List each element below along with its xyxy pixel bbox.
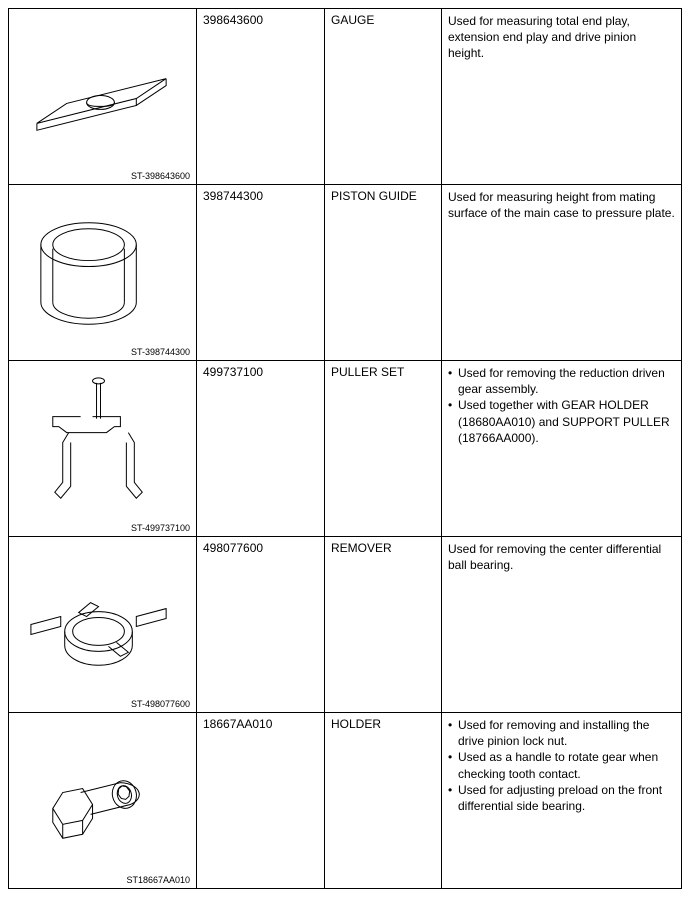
table-row: ST18667AA010 18667AA010HOLDERUsed for rem…: [9, 713, 682, 889]
part-description: Used for removing the center differentia…: [442, 537, 682, 713]
part-description: Used for measuring height from mating su…: [442, 185, 682, 361]
part-description: Used for removing and installing the dri…: [442, 713, 682, 889]
illustration-cell: ST-499737100: [9, 361, 197, 537]
part-number: 398744300: [197, 185, 325, 361]
part-number: 499737100: [197, 361, 325, 537]
illustration-caption: ST-398744300: [131, 347, 190, 357]
illustration-caption: ST18667AA010: [126, 875, 190, 885]
description-bullet: Used for adjusting preload on the front …: [448, 782, 675, 814]
parts-table: ST-398643600 398643600GAUGEUsed for measu…: [8, 8, 682, 889]
part-name: PULLER SET: [325, 361, 442, 537]
illustration-caption: ST-398643600: [131, 171, 190, 181]
part-name: GAUGE: [325, 9, 442, 185]
description-bullet: Used together with GEAR HOLDER (18680AA0…: [448, 397, 675, 446]
table-row: ST-498077600 498077600REMOVERUsed for rem…: [9, 537, 682, 713]
illustration-cell: ST-398643600: [9, 9, 197, 185]
description-bullet: Used for removing and installing the dri…: [448, 717, 675, 749]
table-row: ST-398744300 398744300PISTON GUIDEUsed fo…: [9, 185, 682, 361]
illustration-cell: ST18667AA010: [9, 713, 197, 889]
part-description: Used for measuring total end play, exten…: [442, 9, 682, 185]
illustration-caption: ST-498077600: [131, 699, 190, 709]
illustration-caption: ST-499737100: [131, 523, 190, 533]
part-number: 498077600: [197, 537, 325, 713]
part-description: Used for removing the reduction driven g…: [442, 361, 682, 537]
illustration-cell: ST-498077600: [9, 537, 197, 713]
illustration-cell: ST-398744300: [9, 185, 197, 361]
table-row: ST-499737100 499737100PULLER SETUsed for …: [9, 361, 682, 537]
description-bullet: Used for removing the reduction driven g…: [448, 365, 675, 397]
table-row: ST-398643600 398643600GAUGEUsed for measu…: [9, 9, 682, 185]
part-number: 18667AA010: [197, 713, 325, 889]
part-name: PISTON GUIDE: [325, 185, 442, 361]
description-bullet: Used as a handle to rotate gear when che…: [448, 749, 675, 781]
part-name: HOLDER: [325, 713, 442, 889]
part-number: 398643600: [197, 9, 325, 185]
part-name: REMOVER: [325, 537, 442, 713]
